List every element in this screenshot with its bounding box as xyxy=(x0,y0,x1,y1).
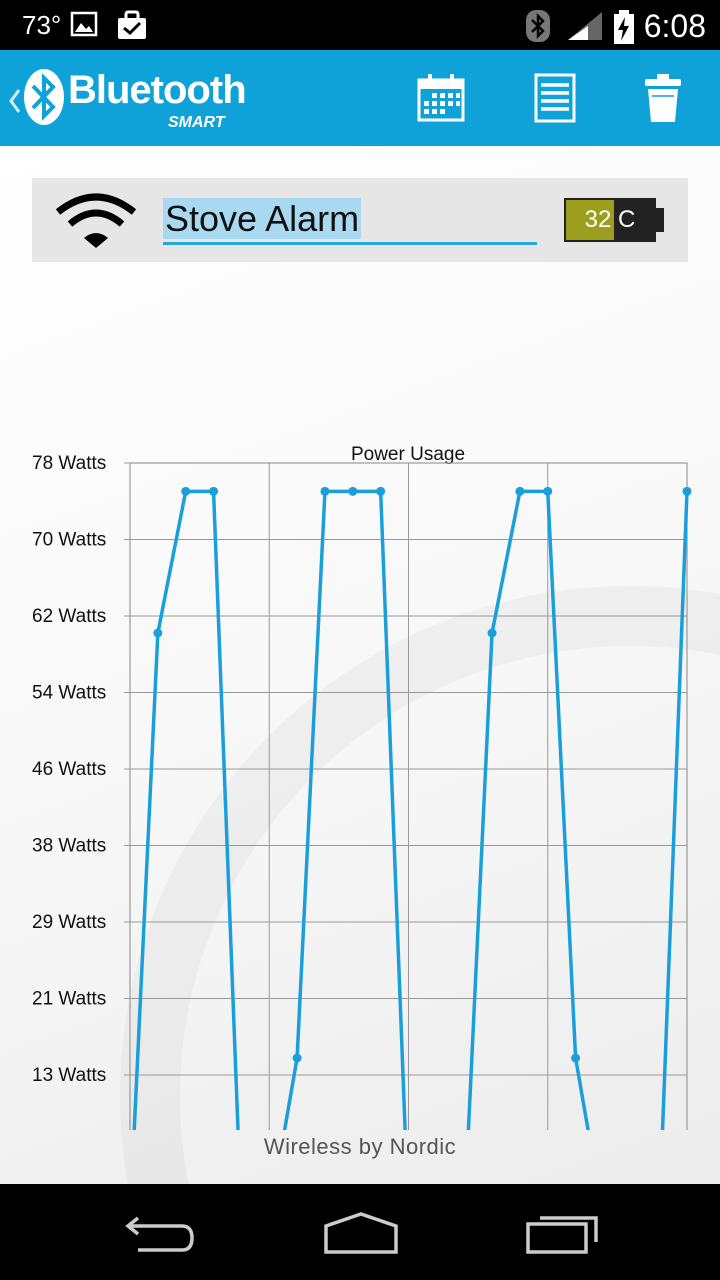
series-line xyxy=(132,489,689,1130)
list-icon[interactable] xyxy=(530,72,580,124)
y-tick-label: 38 Watts xyxy=(32,836,106,857)
data-point xyxy=(348,486,358,496)
power-usage-chart: Power Usage 78 Watts 70 Watts 62 Watts 54 W… xyxy=(32,444,692,1130)
y-tick-label: 29 Watts xyxy=(32,912,106,933)
data-point xyxy=(209,486,219,496)
y-tick-label: 21 Watts xyxy=(32,989,106,1010)
signal-icon xyxy=(568,12,602,40)
chart-title: Power Usage xyxy=(351,444,465,465)
device-name-field[interactable]: Stove Alarm xyxy=(163,196,537,245)
device-header: Stove Alarm 32 C xyxy=(32,178,688,262)
data-point xyxy=(320,486,330,496)
bluetooth-logo-icon xyxy=(24,69,64,125)
bluetooth-icon xyxy=(526,10,550,42)
y-tick-label: 46 Watts xyxy=(32,759,106,780)
task-check-icon xyxy=(118,10,146,39)
y-tick-label: 54 Watts xyxy=(32,683,106,704)
chart-grid xyxy=(129,462,688,1130)
device-name-text: Stove Alarm xyxy=(163,198,362,239)
logo-title: Bluetooth xyxy=(68,68,247,112)
data-point xyxy=(515,486,525,496)
wifi-signal-icon xyxy=(55,193,137,248)
y-axis-ticks: 78 Watts 70 Watts 62 Watts 54 Watts 46 Watts… xyxy=(32,453,130,1086)
up-caret-icon xyxy=(9,89,21,113)
app-logo[interactable]: Bluetooth SMART xyxy=(8,64,247,134)
image-icon xyxy=(70,11,98,37)
data-point xyxy=(292,1053,302,1063)
calendar-icon[interactable] xyxy=(416,72,466,124)
logo-subtitle: SMART xyxy=(168,114,225,131)
app-bar: Bluetooth SMART xyxy=(0,50,720,146)
battery-charging-icon xyxy=(614,10,634,44)
data-point xyxy=(153,628,163,638)
y-tick-label: 70 Watts xyxy=(32,530,106,551)
status-temperature: 73° xyxy=(22,10,62,40)
data-point xyxy=(181,486,191,496)
footer-brand: Wireless by Nordic xyxy=(263,1134,457,1159)
recents-icon[interactable] xyxy=(518,1204,608,1260)
trash-icon[interactable] xyxy=(638,72,688,124)
home-icon[interactable] xyxy=(316,1204,406,1260)
data-point xyxy=(376,486,386,496)
battery-fill xyxy=(566,200,615,240)
data-point xyxy=(682,486,692,496)
battery-indicator: 32 C xyxy=(564,198,656,242)
data-point xyxy=(543,486,553,496)
y-tick-label: 13 Watts xyxy=(32,1065,106,1086)
back-icon[interactable] xyxy=(116,1204,206,1260)
data-point xyxy=(487,628,497,638)
chart-series xyxy=(132,486,692,1130)
battery-nub xyxy=(656,208,664,232)
y-tick-label: 62 Watts xyxy=(32,606,106,627)
data-point xyxy=(571,1053,581,1063)
battery-text: 32 C xyxy=(584,206,636,233)
status-bar: 73° 6:08 xyxy=(0,0,720,50)
y-tick-label: 78 Watts xyxy=(32,453,106,474)
nav-bar xyxy=(0,1184,720,1280)
status-clock: 6:08 xyxy=(643,8,706,44)
main-content: Stove Alarm 32 C Power Usage 78 Watts 70 … xyxy=(0,146,720,1184)
